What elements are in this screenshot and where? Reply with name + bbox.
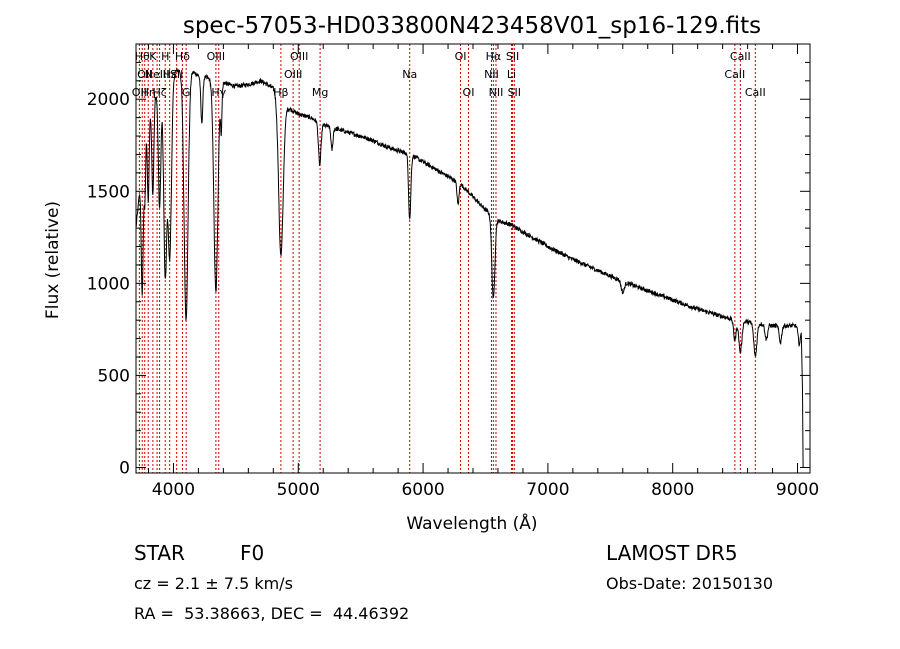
line-marker-label: Hβ (273, 86, 288, 99)
line-marker-label: NII (484, 68, 499, 81)
line-marker-label: Hε (163, 68, 177, 81)
line-marker-label: H (161, 50, 169, 63)
line-marker-label: OII (137, 68, 152, 81)
line-marker-label: NeIII (145, 68, 170, 81)
y-tick-label: 1500 (87, 182, 130, 202)
line-marker-label: Li (507, 68, 516, 81)
survey-name: LAMOST DR5 (606, 541, 738, 565)
line-marker-label: Mg (312, 86, 328, 99)
x-tick-label: 8000 (651, 480, 694, 500)
line-marker-label: Hγ (211, 86, 226, 99)
y-tick-label: 1000 (87, 274, 130, 294)
x-tick-label: 6000 (401, 480, 444, 500)
y-tick-label: 0 (119, 458, 130, 478)
line-marker-label: NII (489, 86, 504, 99)
spectrum-line (135, 66, 804, 468)
line-marker-label: CaII (724, 68, 745, 81)
x-tick-label: 9000 (776, 480, 819, 500)
line-marker-label: OIII (284, 68, 302, 81)
line-marker-label: SII (508, 86, 521, 99)
y-tick-label: 2000 (87, 90, 130, 110)
line-marker-label: Hθ (135, 50, 150, 63)
x-tick-label: 7000 (526, 480, 569, 500)
line-marker-label: Na (402, 68, 417, 81)
y-axis: 0 500 1000 1500 2000 (87, 43, 810, 478)
obs-date: Obs-Date: 20150130 (606, 574, 774, 593)
line-marker-label: Hδ (175, 50, 190, 63)
line-markers (138, 44, 756, 473)
redshift: cz = 2.1 ± 7.5 km/s (134, 574, 293, 593)
spectrum-layer (135, 66, 804, 468)
y-tick-label: 500 (98, 366, 130, 386)
y-axis-label: Flux (relative) (43, 201, 63, 319)
line-marker-label: Hη (141, 86, 156, 99)
line-marker-label: Hζ (152, 86, 166, 99)
line-marker-label: SII (506, 50, 519, 63)
line-marker-label: SII (170, 68, 183, 81)
subclass: F0 (240, 541, 265, 565)
line-marker-label: CaII (745, 86, 766, 99)
x-tick-label: 4000 (152, 480, 195, 500)
chart-title: spec-57053-HD033800N423458V01_sp16-129.f… (183, 13, 761, 39)
x-tick-label: 5000 (277, 480, 320, 500)
line-marker-label: CaII (730, 50, 751, 63)
line-marker-label: G (182, 86, 191, 99)
object-class: STAR (134, 541, 185, 565)
x-axis: 4000 5000 6000 7000 8000 9000 (147, 44, 819, 500)
line-marker-label: Hα (486, 50, 502, 63)
x-axis-label: Wavelength (Å) (406, 512, 537, 534)
plot-frame (135, 43, 811, 474)
line-marker-label: OIII (207, 50, 225, 63)
line-marker-label: OI (463, 86, 475, 99)
coordinates: RA = 53.38663, DEC = 44.46392 (134, 604, 410, 623)
line-marker-label: K (149, 50, 157, 63)
line-marker-label: OIII (290, 50, 308, 63)
line-marker-label: OI (455, 50, 467, 63)
